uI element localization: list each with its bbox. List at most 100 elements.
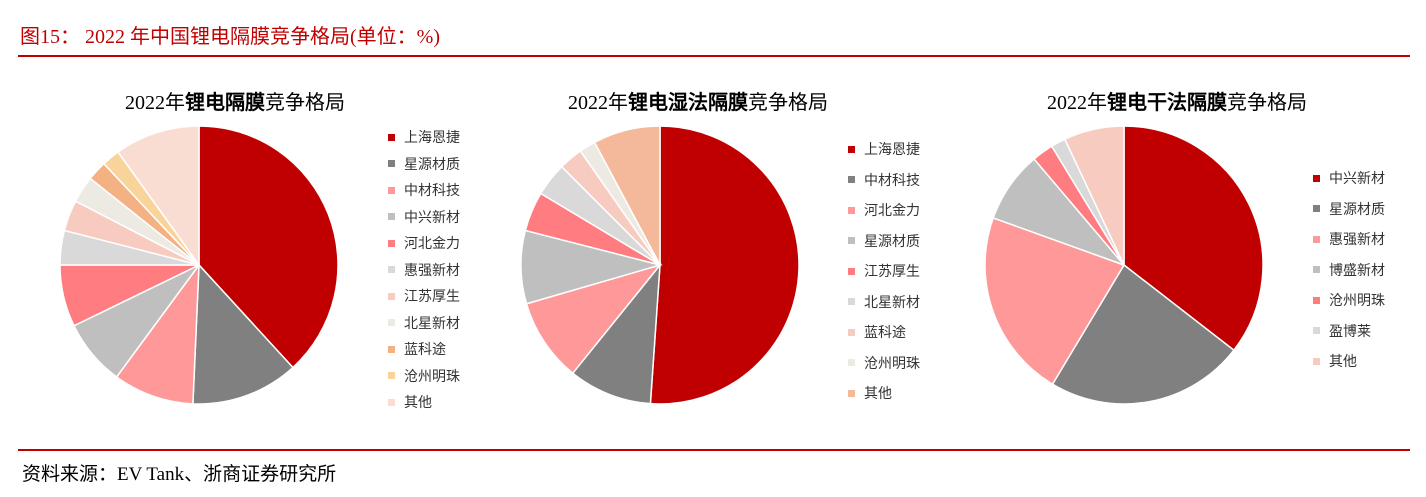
legend-label: 沧州明珠	[864, 355, 920, 372]
legend-item: 河北金力	[388, 230, 460, 257]
legend-item: 上海恩捷	[848, 134, 920, 165]
legend-label: 盈博莱	[1329, 323, 1371, 340]
legend-label: 惠强新材	[404, 262, 460, 279]
legend-swatch	[848, 206, 855, 214]
top-rule	[18, 55, 1410, 57]
legend-label: 北星新材	[864, 294, 920, 311]
legend-label: 中兴新材	[404, 209, 460, 226]
legend-item: 盈博莱	[1313, 316, 1385, 347]
legend-label: 江苏厚生	[864, 264, 920, 281]
legend-label: 上海恩捷	[404, 130, 460, 147]
legend-label: 星源材质	[864, 233, 920, 250]
pie-title-part: 竞争格局	[265, 92, 345, 114]
legend-swatch	[848, 176, 855, 184]
legend-item: 中材科技	[848, 165, 920, 196]
legend-label: 蓝科途	[864, 325, 906, 342]
pie-legend: 上海恩捷星源材质中材科技中兴新材河北金力惠强新材江苏厚生北星新材蓝科途沧州明珠其…	[388, 124, 460, 416]
pie-slice-星源材质	[1051, 263, 1235, 405]
pie-title-part: 锂电隔膜	[185, 92, 265, 114]
legend-item: 北星新材	[848, 287, 920, 318]
legend-swatch	[848, 237, 855, 245]
legend-swatch	[388, 292, 395, 300]
legend-label: 蓝科途	[404, 342, 446, 359]
pie-slice-其他	[593, 125, 661, 266]
pie-slice-中材科技	[571, 262, 661, 405]
legend-swatch	[848, 328, 855, 336]
pie-chart	[984, 125, 1264, 405]
legend-item: 沧州明珠	[388, 363, 460, 390]
legend-label: 沧州明珠	[404, 368, 460, 385]
legend-swatch	[388, 213, 395, 221]
legend-item: 其他	[848, 378, 920, 409]
pie-slice-星源材质	[192, 263, 294, 405]
legend-item: 蓝科途	[848, 317, 920, 348]
pie-title: 2022年锂电湿法隔膜竞争格局	[568, 86, 828, 115]
pie-title-part: 锂电干法隔膜	[1107, 92, 1227, 114]
legend-item: 其他	[1313, 346, 1385, 377]
legend-label: 河北金力	[864, 203, 920, 220]
legend-swatch	[848, 267, 855, 275]
pie-title-part: 2022年	[125, 92, 185, 114]
legend-label: 星源材质	[404, 156, 460, 173]
pie-slice-上海恩捷	[198, 125, 339, 369]
legend-swatch	[1313, 266, 1320, 274]
pie-title: 2022年锂电隔膜竞争格局	[125, 86, 345, 115]
legend-item: 中材科技	[388, 177, 460, 204]
pie-title-part: 2022年	[1047, 92, 1107, 114]
pie-chart	[520, 125, 800, 405]
legend-swatch	[388, 160, 395, 168]
legend-swatch	[1313, 296, 1320, 304]
legend-label: 北星新材	[404, 315, 460, 332]
legend-label: 中材科技	[864, 172, 920, 189]
legend-item: 江苏厚生	[848, 256, 920, 287]
pie-slice-上海恩捷	[649, 125, 800, 405]
legend-label: 中兴新材	[1329, 171, 1385, 188]
legend-item: 星源材质	[848, 226, 920, 257]
pie-legend: 中兴新材星源材质惠强新材博盛新材沧州明珠盈博莱其他	[1313, 163, 1385, 377]
legend-item: 上海恩捷	[388, 124, 460, 151]
bottom-rule	[18, 449, 1410, 451]
legend-item: 星源材质	[388, 151, 460, 178]
pie-title-part: 竞争格局	[1227, 92, 1307, 114]
legend-label: 惠强新材	[1329, 232, 1385, 249]
legend-label: 中材科技	[404, 183, 460, 200]
legend-swatch	[388, 345, 395, 353]
pie-title-part: 竞争格局	[748, 92, 828, 114]
legend-item: 中兴新材	[1313, 163, 1385, 194]
legend-item: 蓝科途	[388, 336, 460, 363]
pie-chart	[59, 125, 339, 405]
legend-item: 星源材质	[1313, 194, 1385, 225]
legend-swatch	[1313, 357, 1320, 365]
legend-swatch	[388, 372, 395, 380]
legend-swatch	[388, 239, 395, 247]
figure-title: 图15： 2022 年中国锂电隔膜竞争格局(单位：%)	[20, 26, 440, 48]
legend-item: 惠强新材	[1313, 224, 1385, 255]
pie-slice-其他	[1063, 125, 1125, 266]
legend-swatch	[388, 398, 395, 406]
legend-label: 沧州明珠	[1329, 293, 1385, 310]
pie-title-part: 锂电湿法隔膜	[628, 92, 748, 114]
legend-item: 其他	[388, 389, 460, 416]
legend-swatch	[848, 359, 855, 367]
legend-label: 星源材质	[1329, 201, 1385, 218]
pie-slice-中材科技	[115, 262, 200, 405]
legend-item: 江苏厚生	[388, 283, 460, 310]
legend-swatch	[1313, 205, 1320, 213]
legend-item: 惠强新材	[388, 257, 460, 284]
legend-item: 沧州明珠	[848, 348, 920, 379]
pie-slice-河北金力	[525, 263, 663, 375]
legend-label: 其他	[1329, 354, 1357, 371]
source-note: 资料来源：EV Tank、浙商证券研究所	[22, 464, 337, 485]
pie-slice-惠强新材	[984, 216, 1126, 386]
legend-item: 沧州明珠	[1313, 285, 1385, 316]
legend-swatch	[388, 319, 395, 327]
legend-swatch	[848, 145, 855, 153]
legend-label: 河北金力	[404, 236, 460, 253]
legend-swatch	[1313, 235, 1320, 243]
legend-swatch	[848, 298, 855, 306]
legend-item: 博盛新材	[1313, 255, 1385, 286]
pie-title: 2022年锂电干法隔膜竞争格局	[1047, 86, 1307, 115]
legend-label: 其他	[864, 386, 892, 403]
legend-label: 其他	[404, 395, 432, 412]
legend-swatch	[1313, 327, 1320, 335]
